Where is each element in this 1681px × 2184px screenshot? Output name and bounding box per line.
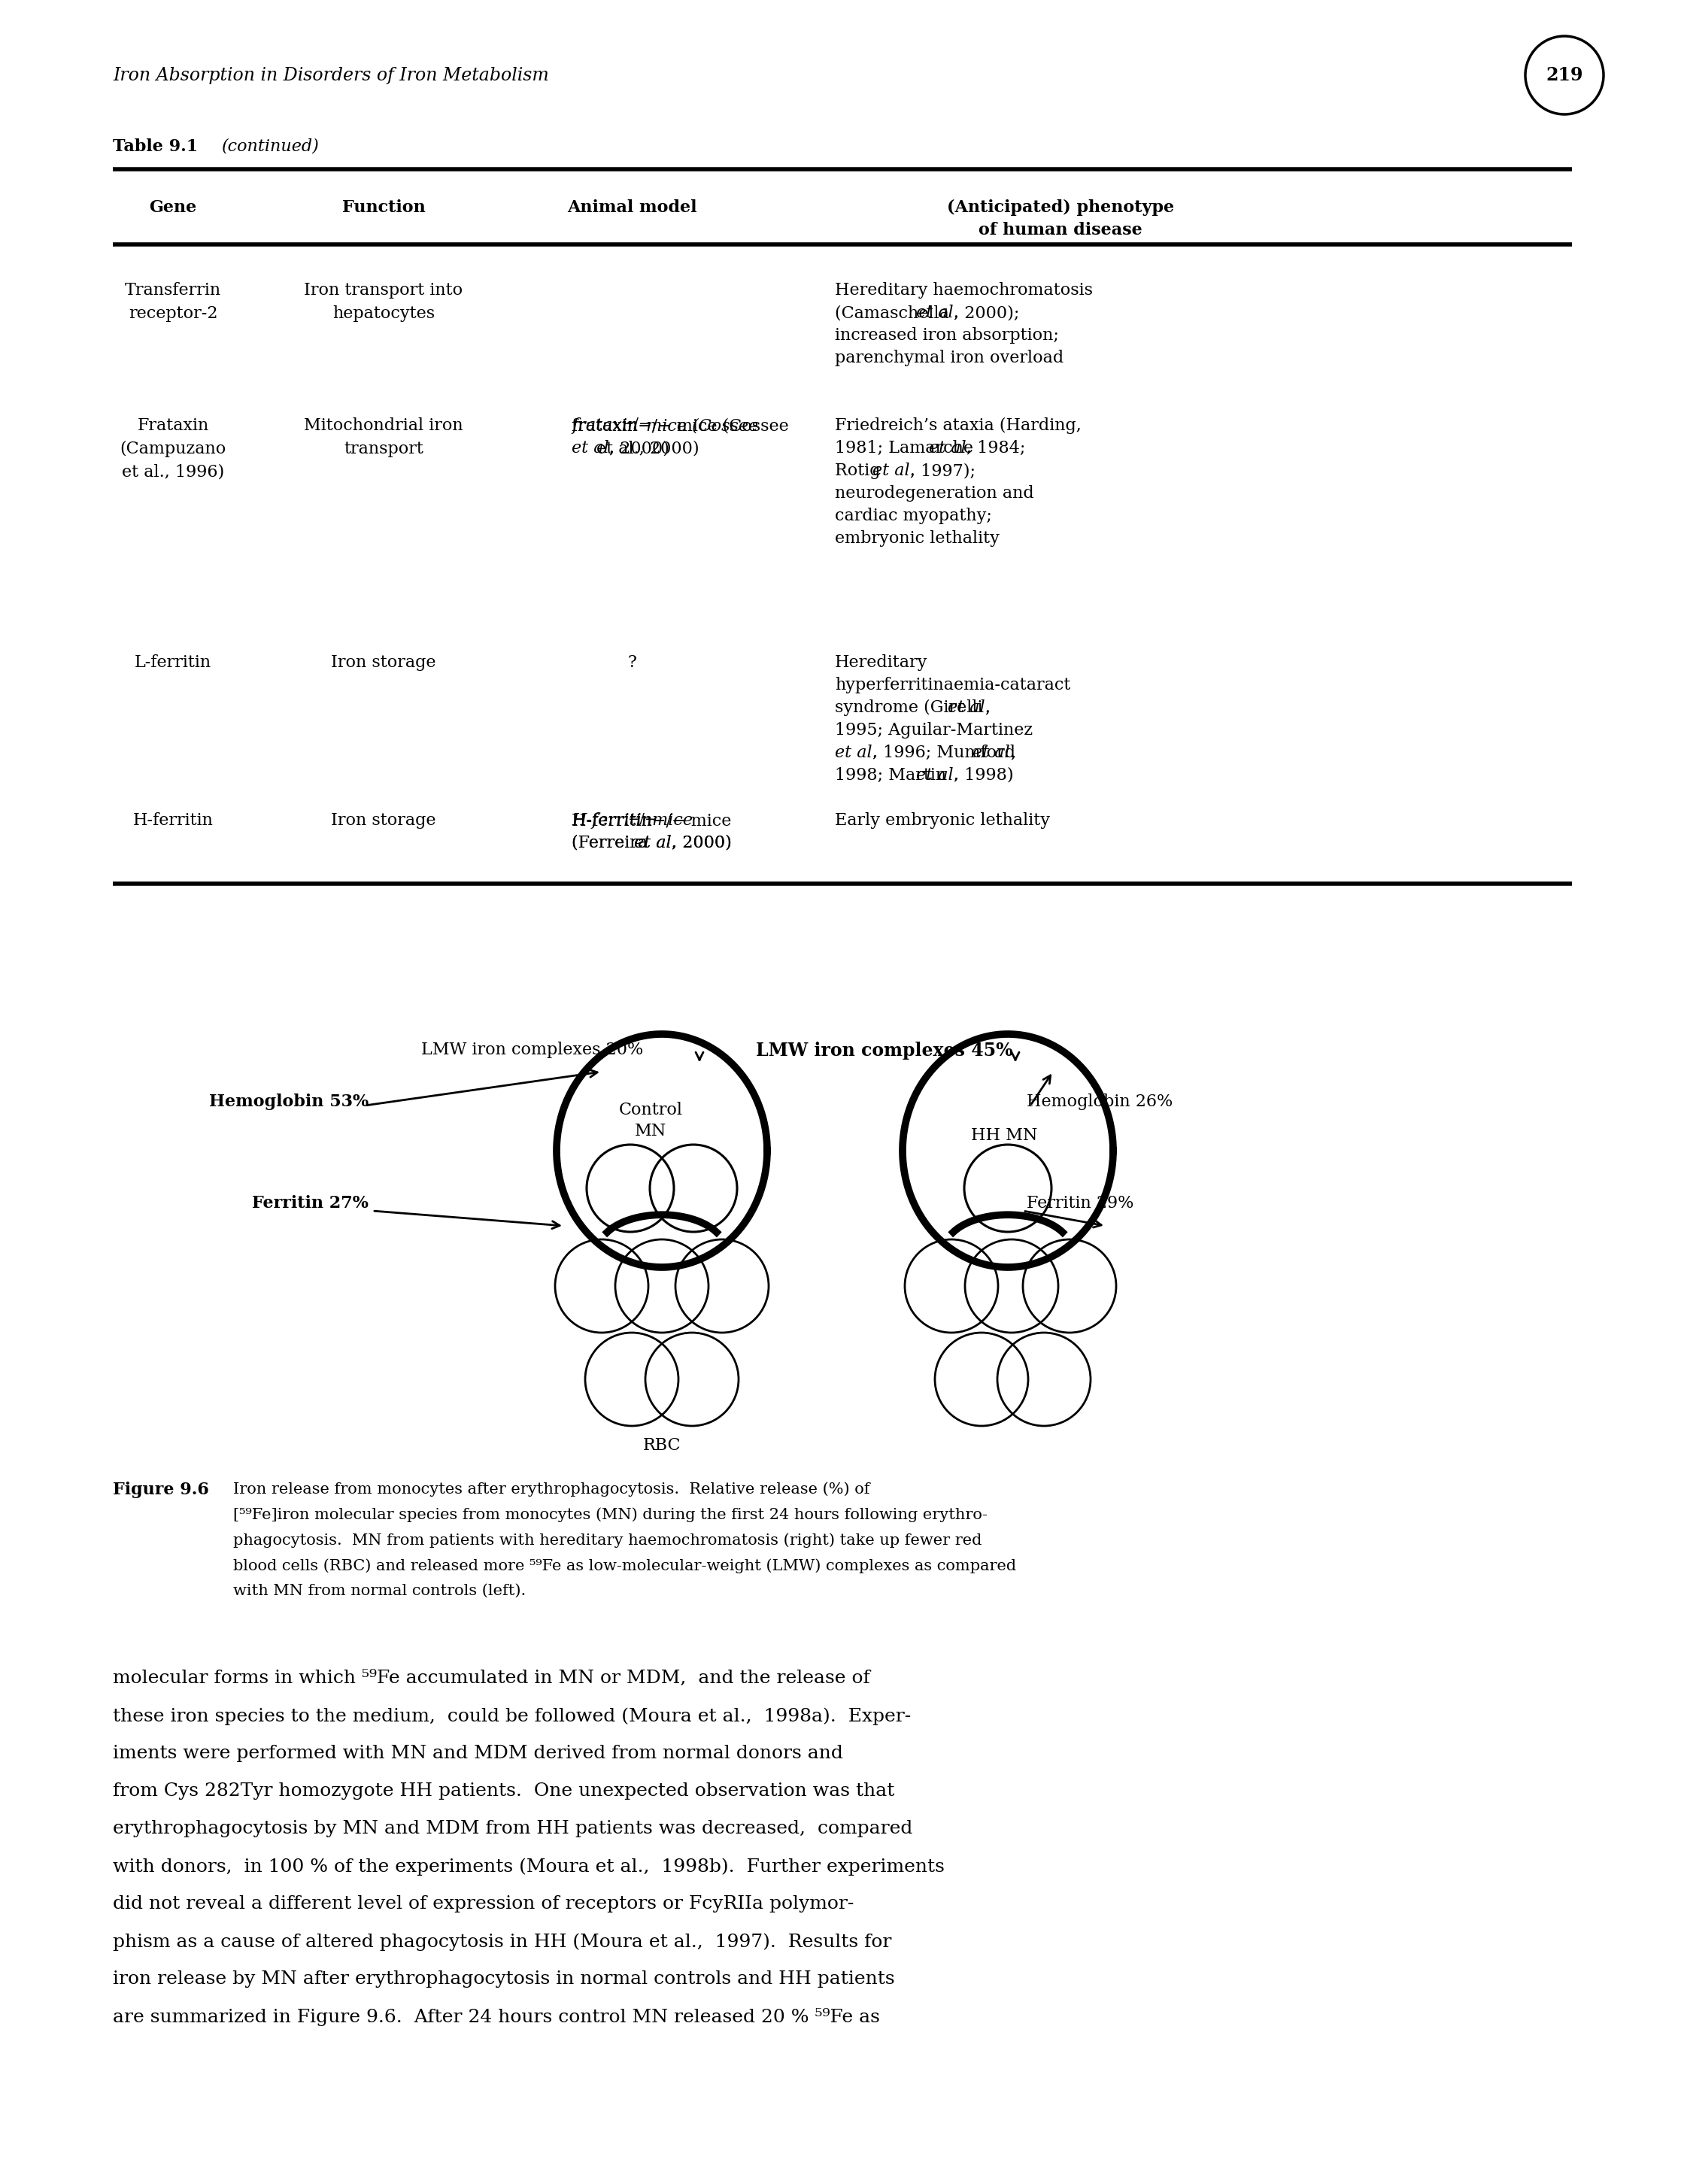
Text: Hemoglobin 53%: Hemoglobin 53% [208, 1094, 368, 1109]
Text: et al.: et al. [872, 463, 914, 478]
Text: phism as a cause of altered phagocytosis in HH (Moura et al.,  1997).  Results f: phism as a cause of altered phagocytosis… [113, 1933, 891, 1950]
Text: , 2000): , 2000) [672, 834, 731, 852]
Text: Iron transport into
hepatocytes: Iron transport into hepatocytes [304, 282, 462, 321]
Text: phagocytosis.  MN from patients with hereditary haemochromatosis (right) take up: phagocytosis. MN from patients with here… [234, 1533, 982, 1548]
Text: Control
MN: Control MN [619, 1103, 682, 1140]
Text: Rotig: Rotig [835, 463, 886, 478]
Text: Early embryonic lethality: Early embryonic lethality [835, 812, 1051, 828]
Text: Hemoglobin 26%: Hemoglobin 26% [1027, 1094, 1173, 1109]
Text: these iron species to the medium,  could be followed (Moura et al.,  1998a).  Ex: these iron species to the medium, could … [113, 1708, 911, 1725]
Text: , 1997);: , 1997); [909, 463, 975, 478]
Text: embryonic lethality: embryonic lethality [835, 531, 1000, 546]
Text: frataxin: frataxin [572, 417, 639, 435]
Text: LMW iron complexes 20%: LMW iron complexes 20% [422, 1042, 644, 1059]
Text: et al.: et al. [634, 834, 677, 852]
Text: −/−: −/− [622, 417, 651, 430]
Text: molecular forms in which ⁵⁹Fe accumulated in MN or MDM,  and the release of: molecular forms in which ⁵⁹Fe accumulate… [113, 1669, 871, 1686]
Text: L-ferritin: L-ferritin [134, 655, 212, 670]
Text: Iron Absorption in Disorders of Iron Metabolism: Iron Absorption in Disorders of Iron Met… [113, 66, 550, 83]
Text: iron release by MN after erythrophagocytosis in normal controls and HH patients: iron release by MN after erythrophagocyt… [113, 1970, 894, 1987]
Text: Table 9.1: Table 9.1 [113, 138, 198, 155]
Text: et al.: et al. [916, 767, 958, 784]
Text: HH MN: HH MN [972, 1127, 1037, 1144]
Text: Iron release from monocytes after erythrophagocytosis.  Relative release (%) of: Iron release from monocytes after erythr… [234, 1481, 869, 1496]
Text: did not reveal a different level of expression of receptors or FcyRIIa polymor-: did not reveal a different level of expr… [113, 1896, 854, 1913]
Text: 1981; Lamarche: 1981; Lamarche [835, 439, 978, 456]
Text: (Ferreira: (Ferreira [572, 834, 652, 852]
Text: RBC: RBC [642, 1437, 681, 1455]
Text: ,: , [985, 699, 990, 716]
Text: , 2000): , 2000) [609, 439, 669, 456]
Text: Transferrin
receptor-2: Transferrin receptor-2 [124, 282, 222, 321]
Text: Friedreich’s ataxia (Harding,: Friedreich’s ataxia (Harding, [835, 417, 1081, 435]
Text: 1998; Martin: 1998; Martin [835, 767, 951, 784]
Text: Function: Function [341, 199, 425, 216]
Text: , 2000): , 2000) [672, 834, 731, 852]
Text: , 2000);: , 2000); [953, 304, 1019, 321]
Text: et al.: et al. [572, 439, 614, 456]
Text: (Ferreira: (Ferreira [572, 834, 652, 852]
Text: et al.: et al. [948, 699, 990, 716]
Text: et al., 2000): et al., 2000) [597, 439, 699, 456]
Text: Hereditary: Hereditary [835, 655, 928, 670]
Text: cardiac myopathy;: cardiac myopathy; [835, 507, 992, 524]
Text: , 1984;: , 1984; [967, 439, 1025, 456]
Text: ,: , [1010, 745, 1015, 760]
Text: (Anticipated) phenotype: (Anticipated) phenotype [946, 199, 1173, 216]
Text: Gene: Gene [150, 199, 197, 216]
Text: et al.: et al. [916, 304, 958, 321]
Text: Frataxin
(Campuzano
et al., 1996): Frataxin (Campuzano et al., 1996) [119, 417, 227, 480]
Text: Ferritin 27%: Ferritin 27% [252, 1195, 368, 1212]
Text: ?: ? [627, 655, 635, 670]
Text: , 1998): , 1998) [953, 767, 1014, 784]
Text: increased iron absorption;: increased iron absorption; [835, 328, 1059, 343]
Text: are summarized in Figure 9.6.  After 24 hours control MN released 20 % ⁵⁹Fe as: are summarized in Figure 9.6. After 24 h… [113, 2007, 879, 2027]
Text: mice (Cossee: mice (Cossee [640, 417, 758, 435]
Text: frataxin−/− mice (Cossee: frataxin−/− mice (Cossee [572, 417, 788, 435]
Text: H-ferritin: H-ferritin [572, 812, 652, 828]
Text: hyperferritinaemia-cataract: hyperferritinaemia-cataract [835, 677, 1071, 692]
Text: iments were performed with MN and MDM derived from normal donors and: iments were performed with MN and MDM de… [113, 1745, 844, 1762]
Text: Animal model: Animal model [566, 199, 696, 216]
Text: et al.: et al. [928, 439, 972, 456]
Text: Iron storage: Iron storage [331, 655, 435, 670]
Text: Mitochondrial iron
transport: Mitochondrial iron transport [304, 417, 464, 456]
Text: with MN from normal controls (left).: with MN from normal controls (left). [234, 1583, 526, 1599]
Text: −/−: −/− [629, 812, 657, 826]
Text: syndrome (Girelli: syndrome (Girelli [835, 699, 988, 716]
Text: mice: mice [647, 812, 693, 828]
Text: (continued): (continued) [222, 138, 319, 155]
Text: Hereditary haemochromatosis: Hereditary haemochromatosis [835, 282, 1093, 299]
Text: et al.: et al. [634, 834, 677, 852]
Text: Figure 9.6: Figure 9.6 [113, 1481, 208, 1498]
Text: , 1996; Mumford: , 1996; Mumford [872, 745, 1020, 760]
Text: H-ferritin: H-ferritin [133, 812, 213, 828]
Text: 1995; Aguilar-Martinez: 1995; Aguilar-Martinez [835, 723, 1032, 738]
Text: erythrophagocytosis by MN and MDM from HH patients was decreased,  compared: erythrophagocytosis by MN and MDM from H… [113, 1819, 913, 1837]
Text: et al.: et al. [973, 745, 1015, 760]
Text: neurodegeneration and: neurodegeneration and [835, 485, 1034, 502]
Text: parenchymal iron overload: parenchymal iron overload [835, 349, 1064, 367]
Text: blood cells (RBC) and released more ⁵⁹Fe as low-molecular-weight (LMW) complexes: blood cells (RBC) and released more ⁵⁹Fe… [234, 1557, 1017, 1572]
Text: [⁵⁹Fe]iron molecular species from monocytes (MN) during the first 24 hours follo: [⁵⁹Fe]iron molecular species from monocy… [234, 1507, 987, 1522]
Text: (Camaschella: (Camaschella [835, 304, 955, 321]
Text: with donors,  in 100 % of the experiments (Moura et al.,  1998b).  Further exper: with donors, in 100 % of the experiments… [113, 1859, 945, 1876]
Text: H-ferritin−/− mice: H-ferritin−/− mice [572, 812, 731, 828]
Text: from Cys 282Tyr homozygote HH patients.  One unexpected observation was that: from Cys 282Tyr homozygote HH patients. … [113, 1782, 894, 1800]
Text: Ferritin 29%: Ferritin 29% [1027, 1195, 1133, 1212]
Text: LMW iron complexes 45%: LMW iron complexes 45% [756, 1042, 1014, 1059]
Text: Iron storage: Iron storage [331, 812, 435, 828]
Text: et al.: et al. [835, 745, 877, 760]
Text: of human disease: of human disease [978, 223, 1143, 238]
Text: 219: 219 [1547, 66, 1584, 85]
